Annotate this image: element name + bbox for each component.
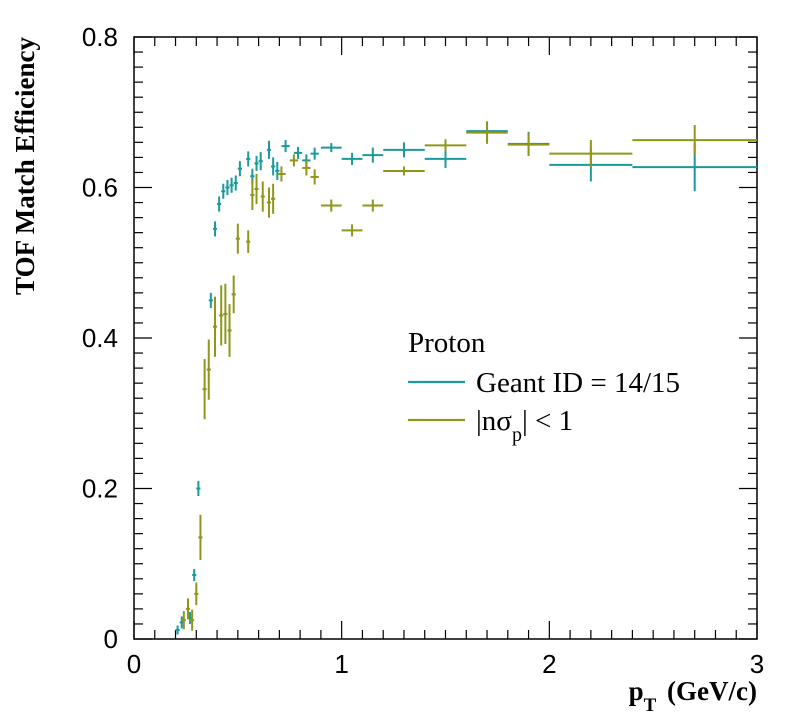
y-tick-label: 0.2 — [82, 474, 118, 504]
x-tick-label: 1 — [334, 649, 348, 679]
data-point — [175, 625, 180, 635]
data-point — [225, 179, 230, 196]
y-tick-label: 0.8 — [82, 22, 118, 52]
data-point — [466, 121, 508, 144]
data-point — [237, 161, 242, 177]
data-point — [320, 199, 342, 212]
data-point — [235, 223, 240, 254]
data-point — [362, 199, 384, 212]
data-point — [206, 339, 211, 400]
data-point — [254, 155, 259, 171]
data-point — [258, 152, 263, 171]
data-point — [190, 609, 195, 631]
series-nsigma-p — [181, 121, 757, 631]
y-axis-title: TOF Match Efficiency — [10, 37, 40, 295]
y-tick-label: 0.6 — [82, 173, 118, 203]
data-point — [293, 146, 303, 159]
data-point — [246, 230, 251, 253]
data-point — [194, 582, 199, 606]
data-point — [198, 514, 203, 560]
y-tick-label: 0 — [104, 624, 118, 654]
data-point — [302, 160, 311, 176]
data-point — [223, 283, 228, 345]
data-point — [632, 125, 757, 156]
data-point — [227, 304, 232, 357]
data-point — [383, 142, 425, 158]
data-point — [266, 140, 272, 159]
legend-label-geant: Geant ID = 14/15 — [476, 367, 680, 399]
data-point — [217, 196, 222, 212]
data-point — [221, 183, 226, 199]
data-point — [271, 157, 276, 176]
data-point — [549, 140, 633, 168]
data-point — [266, 187, 272, 218]
data-point — [212, 221, 218, 237]
data-point — [254, 173, 259, 205]
y-tick-label: 0.4 — [82, 323, 118, 353]
legend: Proton Geant ID = 14/15 |nσp| < 1 — [408, 327, 680, 446]
series-geant-id — [175, 122, 757, 635]
x-axis-title: pT (GeV/c) — [629, 676, 757, 716]
data-point — [320, 143, 342, 153]
data-point — [383, 166, 425, 176]
data-point — [229, 177, 234, 193]
data-point — [341, 224, 363, 237]
data-point — [202, 359, 207, 420]
data-point — [185, 598, 191, 620]
data-point — [219, 285, 224, 346]
data-point — [181, 611, 186, 630]
axis-ticks — [133, 36, 758, 640]
x-tick-label: 0 — [127, 649, 141, 679]
x-tick-label: 3 — [750, 649, 764, 679]
data-point — [260, 181, 265, 212]
data-point — [271, 183, 276, 214]
data-point — [233, 175, 238, 191]
x-tick-label: 2 — [542, 649, 556, 679]
data-point — [507, 133, 550, 156]
data-point — [196, 480, 201, 497]
data-point — [281, 140, 290, 153]
data-point — [424, 139, 467, 152]
data-point — [231, 275, 236, 314]
data-point — [310, 147, 319, 160]
data-point — [310, 169, 319, 185]
data-point — [341, 152, 363, 165]
data-point — [208, 292, 213, 308]
data-series — [175, 121, 757, 635]
data-point — [250, 179, 255, 211]
data-point — [424, 149, 467, 168]
legend-title: Proton — [408, 327, 486, 359]
data-point — [192, 569, 197, 582]
axis-tick-labels: 0 1 2 3 0 0.2 0.4 0.6 0.8 — [82, 22, 764, 679]
data-point — [277, 166, 286, 182]
data-point — [246, 151, 251, 167]
data-point — [275, 161, 280, 180]
data-point — [212, 296, 218, 357]
data-point — [289, 154, 299, 167]
data-point — [362, 147, 384, 163]
legend-label-nsigma: |nσp| < 1 — [476, 405, 573, 446]
